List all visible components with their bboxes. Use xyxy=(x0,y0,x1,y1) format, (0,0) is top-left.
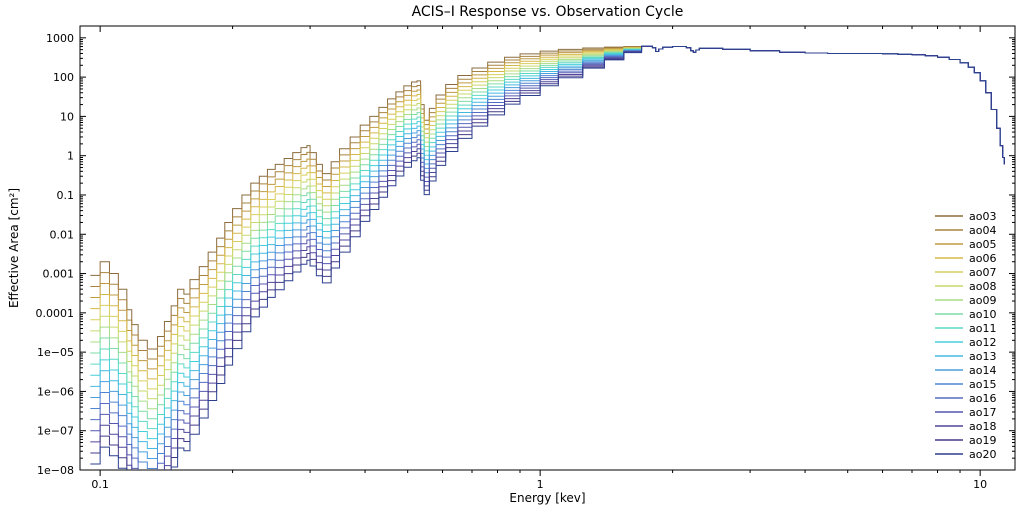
series-ao04 xyxy=(90,46,1004,359)
y-tick-label: 0.0001 xyxy=(36,307,75,320)
y-tick-label: 1000 xyxy=(46,32,74,45)
series-ao14 xyxy=(90,46,1004,458)
series-group xyxy=(90,46,1004,512)
legend-label: ao15 xyxy=(969,378,996,391)
series-ao11 xyxy=(90,46,1004,428)
legend-label: ao17 xyxy=(969,406,996,419)
series-ao18 xyxy=(90,46,1004,498)
y-axis-label: Effective Area [cm²] xyxy=(7,188,21,308)
y-tick-label: 1e−07 xyxy=(37,425,74,438)
y-tick-label: 0.001 xyxy=(43,268,75,281)
legend-label: ao09 xyxy=(969,294,996,307)
legend-label: ao19 xyxy=(969,434,996,447)
y-tick-label: 0.1 xyxy=(57,189,75,202)
y-tick-label: 10 xyxy=(60,110,74,123)
legend-label: ao13 xyxy=(969,350,996,363)
series-ao05 xyxy=(90,46,1004,369)
legend-label: ao08 xyxy=(969,280,996,293)
y-tick-label: 1e−06 xyxy=(37,385,74,398)
plot-frame xyxy=(80,26,1015,470)
series-ao19 xyxy=(90,46,1004,508)
series-ao15 xyxy=(90,46,1004,468)
legend-label: ao06 xyxy=(969,252,996,265)
legend-label: ao20 xyxy=(969,448,996,461)
y-tick-label: 0.01 xyxy=(50,228,75,241)
y-tick-label: 1e−05 xyxy=(37,346,74,359)
chart-svg: ACIS–I Response vs. Observation Cycle 0.1… xyxy=(0,0,1024,512)
series-ao20 xyxy=(90,46,1004,512)
y-tick-label: 100 xyxy=(53,71,74,84)
x-tick-label: 10 xyxy=(973,478,987,491)
series-ao09 xyxy=(90,46,1004,408)
series-ao17 xyxy=(90,46,1004,488)
legend-label: ao14 xyxy=(969,364,996,377)
series-ao16 xyxy=(90,46,1004,478)
y-tick-label: 1e−08 xyxy=(37,464,74,477)
series-ao10 xyxy=(90,46,1004,418)
chart-title: ACIS–I Response vs. Observation Cycle xyxy=(412,4,684,20)
chart-container: ACIS–I Response vs. Observation Cycle 0.1… xyxy=(0,0,1024,512)
legend-label: ao16 xyxy=(969,392,996,405)
series-ao03 xyxy=(90,46,1004,349)
legend-label: ao18 xyxy=(969,420,996,433)
legend-label: ao11 xyxy=(969,322,996,335)
series-ao07 xyxy=(90,46,1004,389)
x-tick-label: 0.1 xyxy=(91,478,109,491)
x-axis-label: Energy [kev] xyxy=(509,491,585,505)
series-ao12 xyxy=(90,46,1004,438)
legend-label: ao07 xyxy=(969,266,996,279)
y-tick-label: 1 xyxy=(67,150,74,163)
x-tick-label: 1 xyxy=(537,478,544,491)
series-ao06 xyxy=(90,46,1004,379)
legend-label: ao12 xyxy=(969,336,996,349)
legend-label: ao04 xyxy=(969,224,996,237)
legend-label: ao05 xyxy=(969,238,996,251)
legend-label: ao03 xyxy=(969,210,996,223)
legend xyxy=(935,216,963,454)
legend-label: ao10 xyxy=(969,308,996,321)
